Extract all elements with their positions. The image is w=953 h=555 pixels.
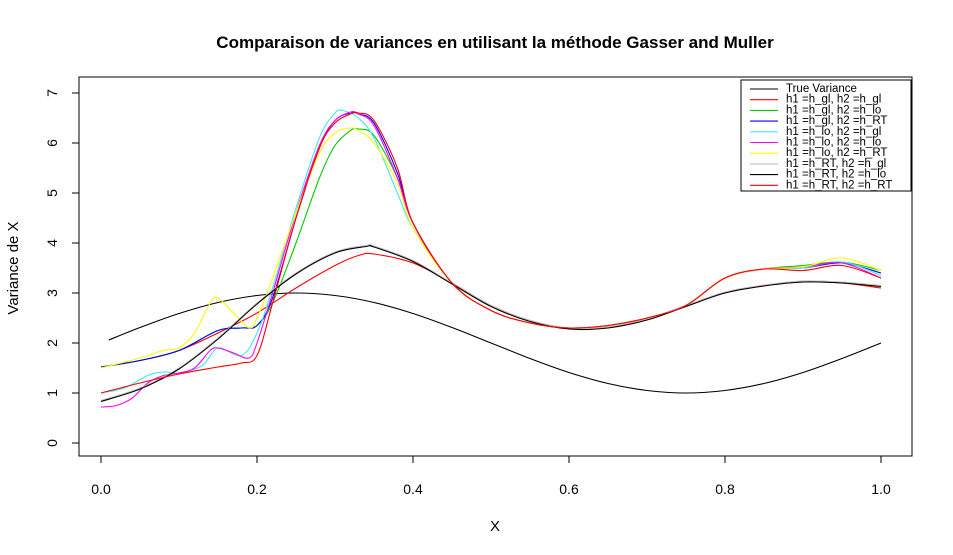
x-tick-label: 0.0	[91, 481, 111, 497]
legend-entry-4: h1 =h_gl, h2 =h_RT	[786, 115, 887, 127]
legend-entry-8: h1 =h_RT, h2 =h_gl	[786, 158, 886, 170]
y-tick-label: 1	[44, 389, 60, 397]
series-line-1	[108, 292, 882, 394]
y-tick-label: 7	[44, 89, 60, 97]
legend-entry-5: h1 =h_lo, h2 =h_gl	[786, 126, 881, 138]
legend-entry-7: h1 =h_lo, h2 =h_RT	[786, 147, 887, 159]
x-axis-label: X	[490, 518, 500, 535]
legend-entry-2: h1 =h_gl, h2 =h_gl	[786, 94, 881, 106]
legend-entry-6: h1 =h_lo, h2 =h_lo	[786, 137, 881, 149]
legend-box	[740, 79, 912, 192]
y-tick-label: 6	[44, 139, 60, 147]
y-axis: 0 1 2 3 4 5 6 7	[44, 89, 80, 447]
y-tick-label: 3	[44, 289, 60, 297]
legend-entry-1: True Variance	[786, 83, 857, 95]
legend-entry-3: h1 =h_gl, h2 =h_lo	[786, 104, 881, 116]
x-tick-label: 0.4	[403, 481, 423, 497]
legend-entry-10: h1 =h_RT, h2 =h_RT	[786, 179, 892, 191]
series-line-10	[100, 111, 882, 394]
y-axis-label: Variance de X	[5, 221, 22, 314]
chart-title: Comparaison de variances en utilisant la…	[216, 33, 774, 52]
series-line-9	[100, 244, 882, 403]
y-tick-label: 4	[44, 239, 60, 247]
y-tick-label: 5	[44, 189, 60, 197]
x-axis: 0.0 0.2 0.4 0.6 0.8 1.0	[91, 455, 891, 497]
x-tick-label: 1.0	[871, 481, 891, 497]
x-tick-label: 0.2	[247, 481, 267, 497]
series-line-8	[100, 243, 882, 402]
y-tick-label: 0	[44, 439, 60, 447]
x-tick-label: 0.6	[559, 481, 579, 497]
legend-entry-9: h1 =h_RT, h2 =h_lo	[786, 169, 886, 181]
y-tick-label: 2	[44, 339, 60, 347]
series-layer	[100, 109, 882, 408]
x-tick-label: 0.8	[715, 481, 735, 497]
